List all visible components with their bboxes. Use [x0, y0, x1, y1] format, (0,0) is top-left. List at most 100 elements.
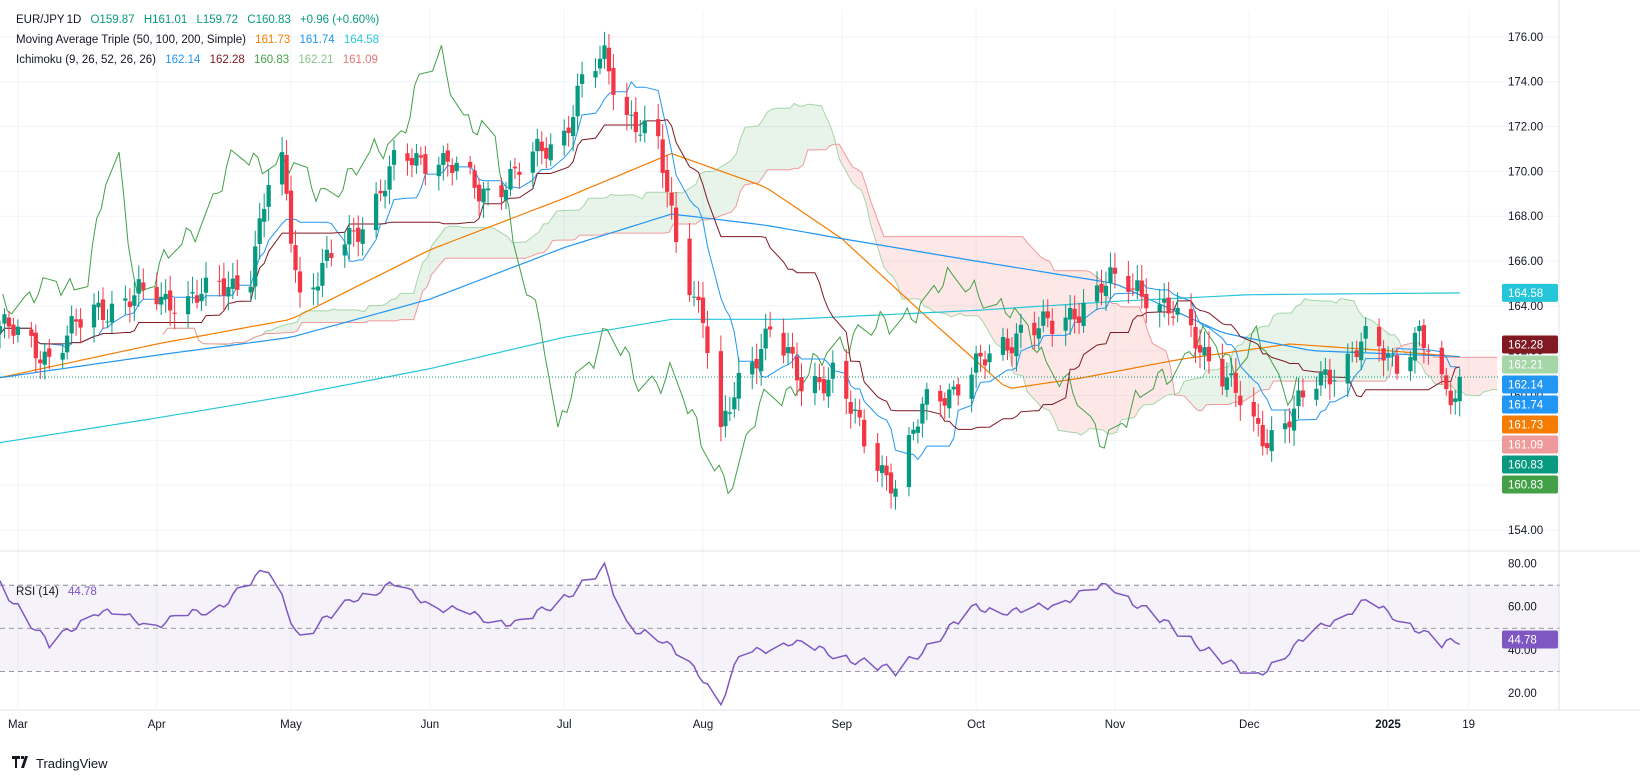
candle-up — [324, 249, 329, 261]
ichimoku-cloud-segment — [1116, 303, 1122, 433]
ichimoku-cloud-segment — [292, 321, 298, 333]
candle-down — [11, 324, 16, 336]
ichimoku-cloud-segment — [888, 236, 893, 277]
time-tick-label: Aug — [693, 719, 713, 731]
ichimoku-cloud-segment — [1430, 353, 1435, 384]
candle-down — [194, 295, 200, 303]
candle-up — [1018, 324, 1024, 333]
candle-up — [387, 166, 392, 190]
interval-label[interactable]: 1D — [66, 14, 82, 26]
tradingview-logo[interactable]: TradingView — [12, 756, 108, 771]
candle-up — [382, 190, 388, 197]
rsi-pane — [0, 561, 1560, 707]
time-tick-label: Nov — [1105, 719, 1126, 731]
candle-up — [441, 153, 446, 165]
candle-up — [1350, 351, 1355, 353]
candle-down — [297, 271, 303, 293]
ichimoku-cloud-segment — [727, 159, 732, 214]
ma-legend[interactable]: Moving Average Triple (50, 100, 200, Sim… — [16, 34, 385, 46]
ichimoku-cloud-segment — [839, 144, 853, 184]
symbol-label[interactable]: EUR/JPY — [16, 14, 65, 26]
candle-up — [279, 152, 285, 185]
ichimoku-cloud-segment — [476, 227, 481, 259]
candle-up — [973, 353, 979, 373]
ichimoku-cloud-segment — [807, 104, 822, 150]
price-tag-label: 162.28 — [1508, 339, 1543, 351]
candle-up — [91, 304, 97, 328]
candle-up — [893, 488, 898, 497]
price-tag — [1502, 355, 1558, 374]
candle-up — [920, 403, 925, 424]
ichimoku-cloud-segment — [861, 172, 866, 204]
candle-down — [611, 67, 616, 95]
candle-up — [1135, 280, 1140, 292]
rsi-tick-label: 20.00 — [1508, 688, 1537, 700]
ichimoku-cloud-segment — [431, 228, 446, 275]
candle-up — [947, 389, 952, 409]
time-tick-label: Apr — [148, 719, 166, 731]
ichimoku-cloud-segment — [539, 223, 544, 254]
candle-up — [1359, 341, 1364, 361]
price-tick-label: 154.00 — [1508, 525, 1543, 537]
ichimoku-cloud-segment — [1071, 270, 1077, 433]
ichimoku-cloud-segment — [825, 115, 831, 150]
ichimoku-cloud-segment — [489, 227, 495, 259]
time-tick-label: Dec — [1239, 719, 1260, 731]
ichimoku-cloud-segment — [521, 241, 526, 259]
rsi-line — [0, 561, 1460, 707]
candle-down — [1376, 326, 1382, 347]
candle-down — [1448, 390, 1453, 406]
candle-down — [1050, 320, 1055, 334]
candle-down — [450, 165, 455, 173]
ma100-value: 161.74 — [299, 34, 335, 46]
candle-down — [472, 170, 477, 188]
candle-down — [476, 184, 482, 202]
tenkan-value: 162.14 — [165, 54, 201, 66]
candle-up — [638, 134, 643, 136]
candle-up — [414, 153, 419, 166]
candle-up — [347, 227, 352, 245]
ichimoku-legend[interactable]: Ichimoku (9, 26, 52, 26, 26) 162.14 162.… — [16, 54, 384, 66]
ichimoku-cloud-segment — [1107, 296, 1113, 434]
candle-up — [266, 184, 271, 207]
candle-down — [288, 190, 294, 244]
ichimoku-cloud-segment — [610, 194, 616, 234]
candle-up — [1412, 332, 1418, 361]
candle-up — [727, 412, 732, 414]
ichimoku-cloud-segment — [1139, 306, 1144, 410]
price-tag — [1502, 283, 1558, 302]
candle-down — [6, 317, 12, 327]
candle-up — [723, 410, 728, 427]
candle-down — [405, 153, 410, 161]
rsi-value-tag-label: 44.78 — [1508, 635, 1537, 647]
ichimoku-cloud-segment — [1322, 300, 1328, 382]
senkou-span-b — [162, 143, 1498, 412]
candle-up — [1282, 423, 1288, 430]
candle-down — [799, 377, 804, 392]
candle-up — [1314, 388, 1319, 400]
candle-up — [579, 74, 585, 84]
candle-down — [978, 352, 983, 357]
candle-up — [911, 429, 916, 434]
candle-up — [830, 362, 835, 379]
ichimoku-cloud-segment — [1143, 316, 1149, 405]
candle-up — [190, 291, 195, 294]
candle-down — [781, 332, 786, 356]
rsi-legend[interactable]: RSI (14) 44.78 — [16, 586, 103, 598]
candle-down — [47, 348, 52, 357]
price-tick-label: 176.00 — [1508, 32, 1543, 44]
candle-up — [185, 296, 191, 315]
candle-up — [571, 117, 576, 137]
candle-down — [844, 360, 849, 399]
candle-down — [1421, 325, 1427, 348]
candle-up — [1363, 326, 1368, 339]
candle-up — [1269, 430, 1274, 452]
ichimoku-cloud-segment — [1488, 357, 1493, 391]
candle-down — [1251, 401, 1256, 417]
ichimoku-cloud-segment — [601, 197, 607, 236]
ma100-line — [0, 213, 1460, 379]
candle-up — [315, 286, 321, 291]
candle-down — [78, 319, 83, 328]
ohlc-open: O159.87 — [90, 14, 135, 26]
price-tick-label: 172.00 — [1508, 122, 1543, 134]
